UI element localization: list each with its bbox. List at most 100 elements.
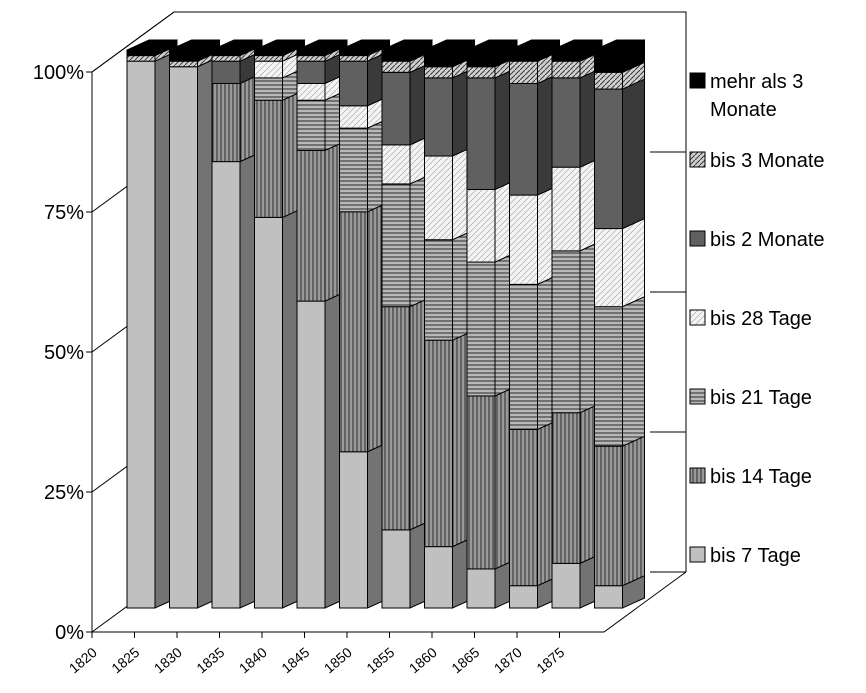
x-tick-label: 1820 <box>66 644 100 676</box>
bar-segment-bis-28-tage <box>466 189 496 263</box>
bar-top-cap <box>424 39 475 51</box>
bar-segment-mehr-als-3-monate <box>339 49 368 57</box>
bar-segment-mehr-als-3-monate <box>254 49 283 57</box>
bar-top-cap <box>594 39 645 51</box>
bar-stacks <box>126 39 645 609</box>
y-tick-label: 25% <box>44 482 84 504</box>
bar-segment-bis-21-tage <box>551 250 581 414</box>
bar-segment-bis-14-tage <box>296 149 326 302</box>
legend-label: bis 28 Tage <box>710 308 812 330</box>
bar-segment-bis-3-monate <box>339 55 368 62</box>
legend-item: bis 7 Tage <box>689 545 801 567</box>
bar-stack <box>381 39 433 609</box>
bar-segment-bis-2-monate <box>424 77 453 157</box>
bar-segment-mehr-als-3-monate <box>211 49 241 57</box>
bar-segment-bis-3-monate <box>381 60 411 73</box>
bar-segment-bis-21-tage <box>594 306 623 447</box>
bar-segment-bis-14-tage <box>381 306 411 531</box>
y-tick-label: 50% <box>44 342 84 364</box>
y-gridline-side <box>91 11 175 73</box>
legend-label: bis 14 Tage <box>710 466 812 488</box>
bar-segment-mehr-als-3-monate <box>509 49 538 62</box>
legend-swatch <box>689 72 706 89</box>
legend-item: bis 3 Monate <box>689 150 825 172</box>
bar-segment-bis-21-tage <box>466 261 496 397</box>
legend-item: bis 28 Tage <box>689 308 812 330</box>
bar-segment-bis-7-tage <box>551 562 581 609</box>
y-tick-label: 100% <box>33 62 84 84</box>
bar-segment-bis-28-tage <box>381 144 411 185</box>
bar-segment-bis-3-monate <box>296 55 326 62</box>
x-axis: 1820 1825 1830 1835 1840 1845 1850 1855 1860 1865… <box>66 632 568 676</box>
bar-top-cap <box>296 39 348 51</box>
bar-segment-bis-7-tage <box>381 529 411 609</box>
legend-label: bis 3 Monate <box>710 150 825 172</box>
bar-segment-bis-7-tage <box>339 451 368 609</box>
x-tick-label: 1850 <box>321 644 355 676</box>
bar-segment-bis-28-tage <box>509 194 538 285</box>
bar-segment-bis-7-tage <box>126 60 156 609</box>
bar-segment-bis-7-tage <box>424 546 453 609</box>
bar-segment-bis-2-monate <box>594 88 623 230</box>
bar-segment-bis-14-tage <box>211 82 241 163</box>
bar-segment-bis-14-tage <box>509 428 538 587</box>
bar-segment-bis-7-tage <box>169 66 198 609</box>
bar-segment-mehr-als-3-monate <box>126 49 156 57</box>
x-tick-label: 1840 <box>236 644 270 676</box>
bar-segment-bis-21-tage <box>339 127 368 213</box>
bar-top-cap <box>254 39 305 51</box>
bar-top-cap <box>551 39 603 51</box>
x-tick-label: 1825 <box>108 644 142 676</box>
bar-segment-bis-28-tage <box>254 60 283 79</box>
bar-segment-bis-21-tage <box>424 239 453 341</box>
bar-segment-bis-28-tage <box>296 82 326 101</box>
x-tick-label: 1860 <box>406 644 440 676</box>
legend-swatch <box>689 309 706 326</box>
x-tick-label: 1835 <box>193 644 227 676</box>
bar-segment-side <box>622 435 645 587</box>
bar-segment-bis-21-tage <box>509 283 538 430</box>
bar-segment-bis-2-monate <box>296 60 326 84</box>
y-tick-label: 0% <box>55 622 84 644</box>
bar-top-cap <box>381 39 433 51</box>
bar-segment-side <box>622 78 645 230</box>
legend-swatch <box>689 546 706 563</box>
bar-segment-bis-21-tage <box>254 77 283 101</box>
bar-stack <box>296 39 348 609</box>
x-tick-label: 1830 <box>151 644 185 676</box>
bar-segment-bis-2-monate <box>381 71 411 146</box>
bar-segment-mehr-als-3-monate <box>424 49 453 68</box>
x-tick-label: 1875 <box>533 644 567 676</box>
bar-segment-bis-3-monate <box>169 60 198 68</box>
bar-segment-bis-28-tage <box>594 228 623 308</box>
bar-segment-bis-7-tage <box>594 585 623 609</box>
bar-top-cap <box>169 39 220 51</box>
bar-segment-bis-14-tage <box>254 99 283 218</box>
bar-segment-mehr-als-3-monate <box>296 49 326 57</box>
bar-segment-bis-7-tage <box>254 216 283 609</box>
bar-segment-side <box>622 295 645 447</box>
legend-swatch <box>689 230 706 247</box>
legend-label: bis 7 Tage <box>710 545 801 567</box>
bar-segment-bis-14-tage <box>339 211 368 453</box>
legend-swatch <box>689 467 706 484</box>
bar-segment-bis-7-tage <box>211 161 241 609</box>
legend-label: bis 2 Monate <box>710 229 825 251</box>
legend-label: bis 21 Tage <box>710 387 812 409</box>
x-tick-label: 1845 <box>278 644 312 676</box>
bar-segment-bis-7-tage <box>466 568 496 609</box>
bar-segment-bis-14-tage <box>466 395 496 570</box>
legend-label: Monate <box>710 99 777 121</box>
bar-segment-bis-3-monate <box>509 60 538 84</box>
bar-segment-bis-28-tage <box>424 155 453 241</box>
bar-stack <box>594 39 645 609</box>
bar-segment-bis-28-tage <box>551 166 581 252</box>
bar-top-cap <box>509 39 560 51</box>
floor <box>92 571 687 633</box>
bar-segment-bis-14-tage <box>424 339 453 548</box>
legend-swatch <box>689 388 706 405</box>
bar-segment-bis-3-monate <box>466 66 496 79</box>
bar-stack <box>509 39 560 609</box>
y-tick-label: 75% <box>44 202 84 224</box>
